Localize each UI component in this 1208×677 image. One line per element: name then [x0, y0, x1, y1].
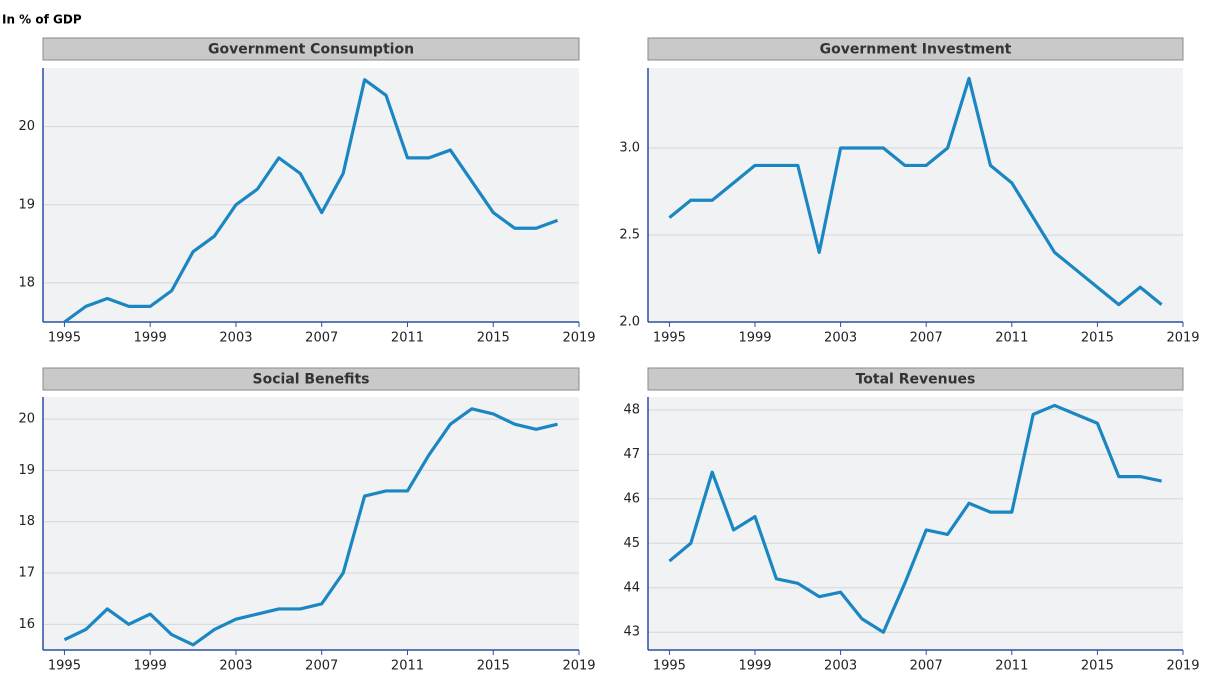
x-tick-label: 2007: [910, 659, 943, 674]
y-tick-label: 46: [623, 491, 640, 506]
x-tick-label: 1995: [48, 659, 81, 674]
x-tick-label: 2019: [562, 331, 595, 346]
y-tick-label: 45: [623, 536, 640, 551]
x-tick-label: 2019: [562, 659, 595, 674]
x-tick-label: 2015: [1081, 331, 1114, 346]
x-tick-label: 2003: [824, 331, 857, 346]
x-tick-label: 2003: [219, 331, 252, 346]
x-tick-label: 2011: [391, 331, 424, 346]
x-tick-label: 1999: [134, 331, 167, 346]
x-tick-label: 2011: [995, 659, 1028, 674]
y-tick-label: 20: [18, 119, 35, 134]
chart-title: Government Consumption: [208, 42, 414, 58]
y-tick-label: 47: [623, 447, 640, 462]
data-line: [668, 403, 1162, 634]
x-tick-label: 1995: [48, 331, 81, 346]
y-tick-label: 44: [623, 580, 640, 595]
chart-title: Social Benefits: [253, 372, 370, 388]
x-tick-label: 2019: [1166, 659, 1199, 674]
x-tick-label: 2019: [1166, 331, 1199, 346]
y-tick-label: 19: [18, 197, 35, 212]
data-line: [63, 78, 559, 324]
x-tick-label: 1999: [738, 331, 771, 346]
x-tick-label: 2007: [305, 659, 338, 674]
x-tick-label: 2003: [219, 659, 252, 674]
x-tick-label: 2011: [391, 659, 424, 674]
y-tick-label: 18: [18, 514, 35, 529]
y-tick-label: 17: [18, 566, 35, 581]
x-tick-label: 2015: [477, 331, 510, 346]
title-bar: [42, 367, 580, 391]
plot-area: [648, 68, 1183, 322]
y-tick-label: 16: [18, 617, 35, 632]
subtitle: In % of GDP: [2, 13, 82, 27]
title-bar: [42, 37, 580, 61]
chart-title: Total Revenues: [856, 372, 976, 388]
x-tick-label: 2011: [995, 331, 1028, 346]
x-tick-label: 2003: [824, 659, 857, 674]
x-tick-label: 2015: [477, 659, 510, 674]
y-tick-label: 48: [623, 402, 640, 417]
y-tick-label: 18: [18, 275, 35, 290]
data-line: [63, 407, 558, 647]
data-line: [668, 76, 1163, 307]
plot-area: [43, 397, 579, 650]
x-tick-label: 2007: [910, 331, 943, 346]
y-tick-label: 2.0: [619, 315, 640, 330]
chart-title: Government Investment: [820, 42, 1012, 58]
plot-area: [648, 397, 1183, 650]
x-tick-label: 2015: [1081, 659, 1114, 674]
title-bar: [647, 367, 1184, 391]
title-bar: [647, 37, 1184, 61]
y-tick-label: 43: [623, 625, 640, 640]
y-tick-label: 20: [18, 412, 35, 427]
x-tick-label: 1995: [653, 659, 686, 674]
x-tick-label: 1999: [738, 659, 771, 674]
x-tick-label: 2007: [305, 331, 338, 346]
x-tick-label: 1999: [134, 659, 167, 674]
y-tick-label: 19: [18, 463, 35, 478]
y-tick-label: 2.5: [619, 228, 640, 243]
y-tick-label: 3.0: [619, 141, 640, 156]
x-tick-label: 1995: [653, 331, 686, 346]
